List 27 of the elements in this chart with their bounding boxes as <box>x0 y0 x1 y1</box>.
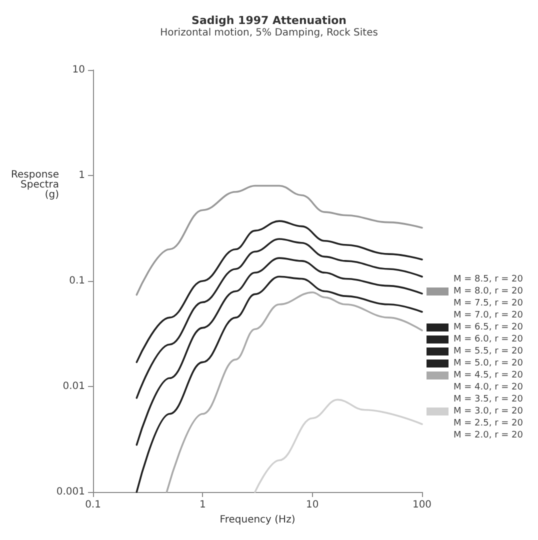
legend-label: M = 3.0, r = 20 <box>454 406 524 416</box>
chart-subtitle: Horizontal motion, 5% Damping, Rock Sites <box>160 28 378 38</box>
legend-label: M = 8.0, r = 20 <box>454 286 524 296</box>
legend-label: M = 4.5, r = 20 <box>454 370 524 380</box>
y-tick-label: 0.001 <box>56 486 86 498</box>
x-axis-title: Frequency (Hz) <box>220 514 296 526</box>
y-tick-label: 10 <box>72 64 86 76</box>
y-tick-label: 1 <box>78 170 86 181</box>
x-tick-label: 1 <box>199 500 206 510</box>
legend-label: M = 6.5, r = 20 <box>454 322 524 332</box>
text: M = 7.5, r = 20 <box>454 298 524 308</box>
x-tick-label: 10 <box>306 500 319 510</box>
legend-label: M = 5.5, r = 20 <box>454 346 524 356</box>
x-tick-label: 0.1 <box>85 500 101 510</box>
text: M = 4.0, r = 20 <box>454 382 524 392</box>
text: M = 2.5, r = 20 <box>454 418 524 428</box>
text: M = 8.5, r = 20 <box>454 274 524 284</box>
y-axis-title: Response Spectra (g) <box>10 170 60 200</box>
legend-label: M = 5.0, r = 20 <box>454 358 524 368</box>
legend-label: M = 6.0, r = 20 <box>454 334 524 344</box>
text: M = 7.0, r = 20 <box>454 310 524 320</box>
x-tick-label: 100 <box>412 500 432 510</box>
chart-title: Sadigh 1997 Attenuation <box>192 14 346 27</box>
y-tick-label: 0.01 <box>62 381 86 392</box>
text: M = 2.0, r = 20 <box>454 430 524 440</box>
text: M = 3.5, r = 20 <box>454 394 524 404</box>
y-tick-label: 0.1 <box>69 276 86 286</box>
